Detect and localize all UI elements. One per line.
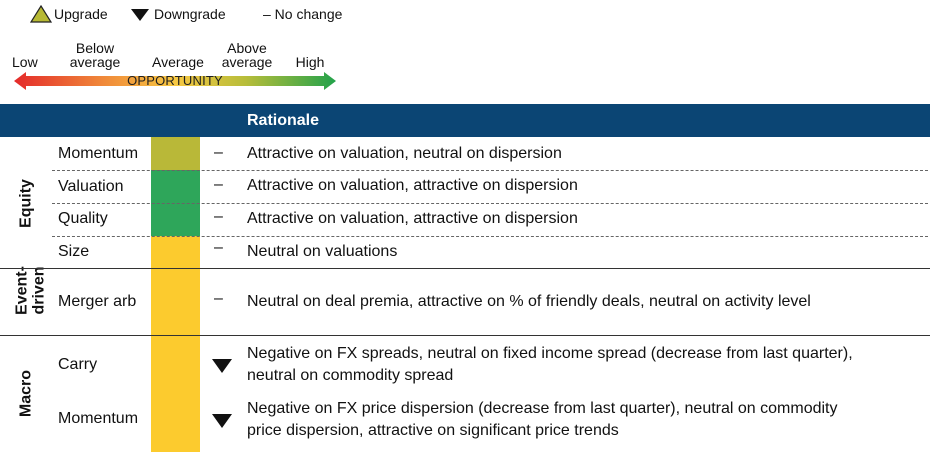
- table-header-bar: [0, 104, 930, 137]
- group-divider: [0, 268, 930, 269]
- row-label-size: Size: [58, 243, 90, 260]
- rationale-header: Rationale: [247, 112, 320, 129]
- downgrade-triangle-icon: [212, 359, 232, 373]
- row-divider: [52, 203, 928, 204]
- rationale-quality: Attractive on valuation, attractive on d…: [247, 210, 578, 227]
- rationale-macro-momentum-line1: Negative on FX price dispersion (decreas…: [247, 400, 838, 417]
- row-label-macro-momentum: Momentum: [58, 410, 139, 427]
- rationale-merger-arb: Neutral on deal premia, attractive on % …: [247, 293, 811, 310]
- group-label-macro: Macro: [17, 369, 35, 418]
- row-label-quality: Quality: [58, 210, 108, 227]
- scale-low: Low: [12, 54, 38, 70]
- scale-above-average-line1: Above: [227, 40, 267, 56]
- rationale-valuation: Attractive on valuation, attractive on d…: [247, 177, 578, 194]
- rationale-momentum: Attractive on valuation, neutral on disp…: [247, 145, 562, 162]
- group-label-event-driven-line1: Event-: [13, 266, 31, 315]
- downgrade-triangle-icon: [212, 414, 232, 428]
- legend-upgrade-label: Upgrade: [54, 6, 108, 22]
- change-no-change: –: [214, 239, 223, 256]
- group-divider: [0, 335, 930, 336]
- opportunity-gradient-arrow: [14, 72, 336, 90]
- group-label-equity: Equity: [17, 179, 35, 228]
- legend-no-change: – No change: [263, 6, 343, 22]
- scale-above-average-line2: average: [221, 54, 273, 70]
- change-no-change: –: [214, 290, 223, 307]
- change-no-change: –: [214, 176, 223, 193]
- group-label-event-driven-line2: driven: [30, 266, 48, 315]
- scale-average: Average: [152, 54, 204, 70]
- row-label-merger-arb: Merger arb: [58, 293, 137, 310]
- row-label-momentum: Momentum: [58, 145, 139, 162]
- upgrade-triangle-icon: [29, 4, 53, 23]
- rationale-carry-line2: neutral on commodity spread: [247, 367, 454, 384]
- change-no-change: –: [214, 144, 223, 161]
- scale-below-average-line2: average: [69, 54, 121, 70]
- score-cell-momentum: [151, 137, 200, 170]
- change-no-change: –: [214, 208, 223, 225]
- row-label-carry: Carry: [58, 356, 98, 373]
- scale-high: High: [295, 54, 325, 70]
- legend-downgrade-label: Downgrade: [154, 6, 226, 22]
- rationale-carry-line1: Negative on FX spreads, neutral on fixed…: [247, 345, 853, 362]
- row-divider: [52, 236, 928, 237]
- scale-below-average-line1: Below: [75, 40, 115, 56]
- row-divider: [52, 170, 928, 171]
- downgrade-triangle-icon: [130, 7, 150, 21]
- rationale-size: Neutral on valuations: [247, 243, 398, 260]
- score-cell-size-macro: [151, 236, 200, 452]
- opportunity-label: OPPORTUNITY: [127, 73, 223, 88]
- rationale-macro-momentum-line2: price dispersion, attractive on signific…: [247, 422, 619, 439]
- row-label-valuation: Valuation: [58, 178, 124, 195]
